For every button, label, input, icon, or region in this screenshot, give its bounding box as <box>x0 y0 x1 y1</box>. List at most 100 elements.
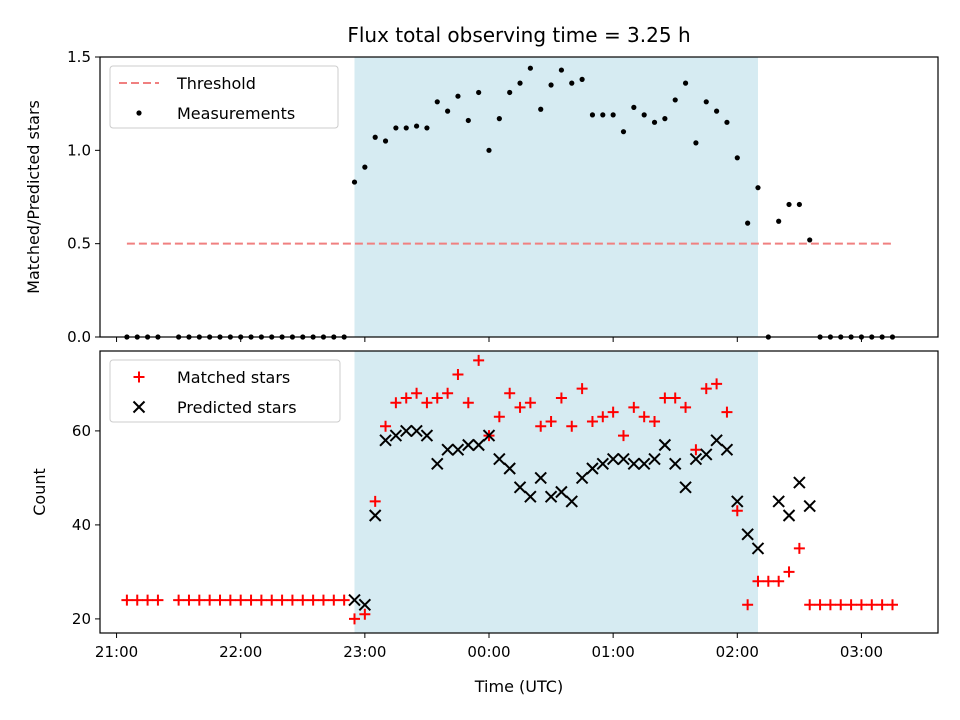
measurements-point <box>807 237 813 243</box>
measurements-point <box>714 108 720 114</box>
y-tick-label: 60 <box>72 422 91 440</box>
matched-stars-point <box>338 594 350 606</box>
matched-stars-point <box>659 392 671 404</box>
matched-stars-point <box>235 594 247 606</box>
matched-stars-point <box>690 444 702 456</box>
predicted-stars-point <box>389 429 403 442</box>
legend: Threshold Measurements <box>109 65 339 129</box>
predicted-stars-point <box>658 438 672 452</box>
measurements-point <box>672 97 678 103</box>
matched-stars-point <box>638 411 650 423</box>
measurements-point <box>527 65 533 71</box>
matched-stars-point <box>731 505 743 517</box>
predicted-stars-point <box>793 476 806 489</box>
predicted-stars-point <box>493 452 506 466</box>
predicted-stars-point <box>772 495 785 508</box>
matched-stars-point <box>473 354 485 366</box>
measurements-point <box>393 125 399 131</box>
matched-stars-point <box>121 594 133 606</box>
measurements-point <box>362 164 368 170</box>
matched-stars-point <box>266 594 278 606</box>
predicted-stars-point <box>575 471 589 485</box>
matched-stars-point <box>193 594 205 606</box>
legend-marker-predicted-stars <box>132 400 146 414</box>
predicted-stars-point <box>782 509 796 522</box>
predicted-stars-point <box>431 457 444 471</box>
measurements-point <box>465 117 471 124</box>
y-tick-label: 0.0 <box>67 328 91 346</box>
matched-stars-point <box>762 575 774 587</box>
x-tick-label: 02:00 <box>716 643 759 661</box>
matched-stars-point <box>835 599 847 611</box>
measurements-point <box>476 89 482 96</box>
measurements-point <box>651 119 658 125</box>
y-tick-label: 1.5 <box>67 48 91 66</box>
measurements-point <box>496 116 502 122</box>
measurements-point <box>724 119 730 125</box>
predicted-stars-point <box>368 509 382 522</box>
matched-stars-point <box>524 397 536 409</box>
matched-stars-point <box>824 599 836 611</box>
matched-stars-point <box>814 599 826 611</box>
x-tick-label: 01:00 <box>592 643 635 661</box>
predicted-stars-point <box>441 443 454 456</box>
matched-stars-point <box>307 594 319 606</box>
matched-stars-point <box>700 383 712 395</box>
measurements-point <box>786 201 792 208</box>
matched-stars-point <box>493 411 505 423</box>
matched-stars-point <box>152 594 164 606</box>
measurements-point <box>558 67 565 73</box>
top-y-axis-label: Matched/Predicted stars <box>24 100 43 294</box>
legend-label-measurements: Measurements <box>177 104 295 123</box>
measurements-point <box>796 201 802 208</box>
chart-title: Flux total observing time = 3.25 h <box>347 23 690 47</box>
measurements-point <box>413 123 420 129</box>
predicted-stars-point <box>648 452 661 466</box>
matched-stars-point <box>131 594 143 606</box>
measurements-point <box>434 99 440 105</box>
matched-stars-point <box>411 387 423 399</box>
legend: Matched stars Predicted stars <box>109 359 341 423</box>
legend-box <box>109 359 341 423</box>
matched-stars-point <box>680 401 692 413</box>
x-tick-label: 00:00 <box>467 643 510 661</box>
matched-stars-point <box>204 594 216 606</box>
predicted-stars-point <box>513 481 527 494</box>
matched-stars-point <box>845 599 857 611</box>
measurements-point <box>631 104 637 110</box>
matched-stars-point <box>390 397 402 409</box>
matched-stars-point <box>566 420 578 432</box>
predicted-stars-point <box>700 448 713 461</box>
matched-stars-point <box>555 392 567 404</box>
measurements-point <box>445 108 451 114</box>
matched-stars-point <box>649 416 661 427</box>
x-tick-label: 23:00 <box>343 643 386 661</box>
matched-stars-point <box>617 430 629 442</box>
measurements-point <box>424 125 430 131</box>
predicted-stars-point <box>348 593 361 607</box>
predicted-stars-point <box>534 471 547 485</box>
matched-stars-point <box>317 594 329 606</box>
predicted-stars-point <box>741 528 754 541</box>
predicted-stars-point <box>555 485 568 499</box>
matched-stars-point <box>286 594 298 606</box>
legend-marker-measurements <box>136 110 142 116</box>
matched-stars-point <box>886 599 898 611</box>
predicted-stars-point <box>544 490 558 503</box>
predicted-stars-point <box>379 434 392 447</box>
measurements-point <box>755 185 761 191</box>
measurements-point <box>486 147 492 153</box>
matched-stars-point <box>183 594 195 606</box>
matched-stars-point <box>855 599 867 611</box>
matched-stars-point <box>793 542 805 554</box>
matched-stars-point <box>742 599 754 611</box>
matched-stars-point <box>876 599 888 611</box>
measurements-point <box>382 138 389 144</box>
legend-label-threshold: Threshold <box>176 74 256 93</box>
matched-stars-point <box>576 383 588 395</box>
matched-stars-point <box>328 594 340 606</box>
measurements-point <box>682 80 689 86</box>
measurements-point <box>641 112 647 118</box>
predicted-stars-point <box>637 457 651 471</box>
measurements-point <box>734 155 740 161</box>
